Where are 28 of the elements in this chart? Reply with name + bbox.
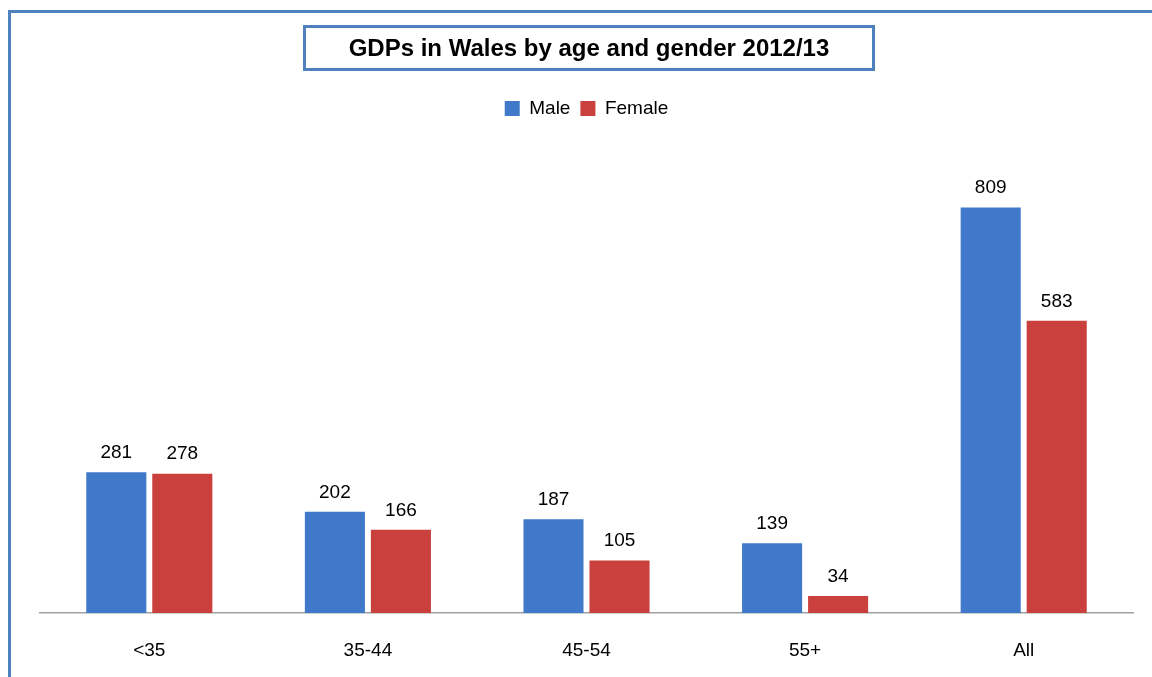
legend-label: Female (604, 96, 669, 118)
data-label: 187 (537, 488, 570, 510)
data-label: 166 (385, 498, 417, 520)
data-label: 809 (974, 176, 1007, 198)
bar (960, 207, 1021, 613)
x-tick-label: All (1013, 638, 1035, 660)
x-tick-label: <35 (133, 638, 166, 660)
legend-label: Male (529, 96, 571, 118)
data-label: 583 (1040, 289, 1073, 311)
bar (304, 511, 365, 613)
bar (742, 543, 803, 613)
chart-title: GDPs in Wales by age and gender 2012/13 (303, 25, 875, 71)
data-label: 202 (319, 480, 351, 502)
x-tick-label: 55+ (788, 638, 822, 660)
bar (1026, 320, 1087, 613)
bar (86, 472, 147, 613)
x-tick-label: 35-44 (343, 638, 393, 660)
bar (370, 529, 431, 613)
data-label: 105 (603, 529, 636, 551)
bar (152, 473, 213, 613)
bar (808, 595, 869, 613)
data-label: 281 (100, 440, 133, 462)
data-label: 139 (756, 512, 788, 534)
x-tick-label: 45-54 (562, 638, 612, 660)
bar (523, 519, 584, 613)
data-label: 34 (827, 564, 850, 586)
bar (589, 560, 650, 613)
data-label: 278 (166, 442, 199, 464)
